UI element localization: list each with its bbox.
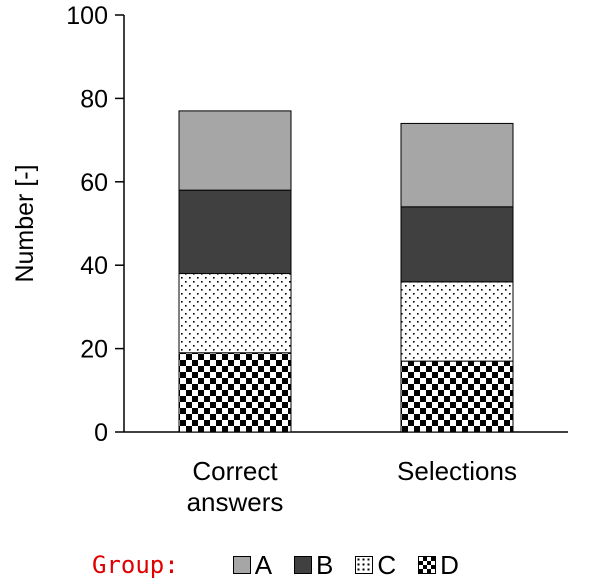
y-tick-label: 20	[80, 336, 108, 364]
y-tick-label: 40	[80, 252, 108, 280]
bar-segment-b	[400, 206, 514, 283]
labels: 0 20 40 60 80 100 Number [-] Correct answers Sele…	[11, 2, 517, 517]
y-tick-label: 0	[94, 419, 108, 447]
y-tick-label: 60	[80, 169, 108, 197]
x-category-label: Correct answers	[187, 456, 284, 517]
legend-swatch-a	[232, 556, 251, 574]
legend-swatch-d	[418, 556, 437, 574]
legend-label-d: D	[440, 549, 459, 580]
legend-swatch-c	[355, 556, 374, 574]
bar-segment-c	[178, 273, 292, 354]
legend-title: Group:	[92, 551, 179, 579]
bar-segment-b	[178, 189, 292, 275]
y-axis-title: Number [-]	[11, 164, 39, 282]
legend-entry-c: C	[355, 550, 396, 581]
legend-label-a: A	[254, 549, 273, 580]
bar-segment-d	[400, 360, 514, 433]
bar-segment-a	[400, 122, 514, 208]
y-tick-label: 80	[80, 85, 108, 113]
bar-segment-d	[178, 352, 292, 433]
legend-label-b: B	[316, 549, 334, 580]
y-tick-label: 100	[66, 2, 108, 30]
bar-segment-c	[400, 281, 514, 362]
x-category-label: Selections	[397, 456, 517, 486]
bars	[178, 110, 514, 433]
legend-entry-a: A	[232, 549, 273, 581]
bar-segment-a	[178, 110, 292, 191]
legend-entry-d: D	[418, 550, 459, 581]
legend-label-c: C	[377, 549, 397, 580]
legend-swatch-b	[294, 556, 313, 574]
legend: Group: A B C D	[92, 548, 481, 582]
legend-entry-b: B	[294, 550, 333, 581]
stacked-bar-chart: 0 20 40 60 80 100 Number [-] Correct answers Sele…	[11, 2, 568, 517]
